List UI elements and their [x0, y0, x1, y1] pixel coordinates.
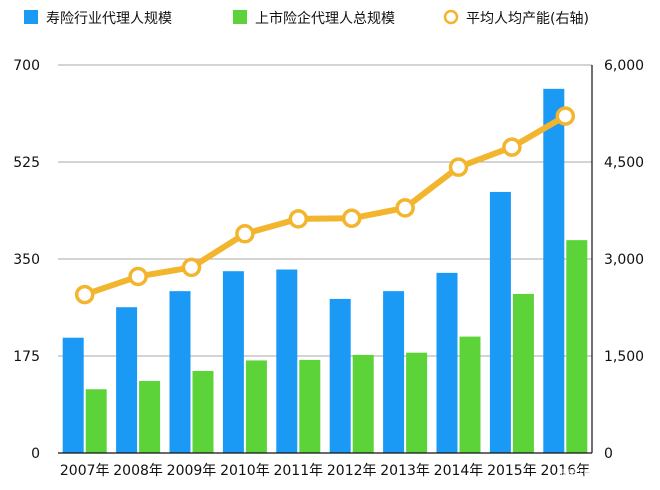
legend-label: 寿险行业代理人规模: [46, 10, 172, 27]
grid-lines: [58, 64, 592, 357]
y-right-tick-label: 0: [604, 446, 613, 462]
x-tick-label: 2010年: [220, 463, 270, 479]
bar: [169, 291, 191, 453]
legend-label: 上市险企代理人总规模: [255, 10, 395, 27]
line-point: [235, 224, 255, 244]
bar: [329, 298, 351, 453]
x-tick-label: 2012年: [327, 463, 377, 479]
line-point: [74, 284, 95, 305]
bar: [383, 291, 405, 453]
bar: [222, 271, 244, 453]
bar: [512, 293, 534, 453]
y-left-tick-label: 0: [31, 446, 40, 462]
bar: [299, 359, 321, 453]
y-right-tick-label: 6,000: [604, 58, 644, 74]
line-point: [128, 266, 148, 287]
line-series: [74, 106, 576, 305]
x-tick-label: 2008年: [113, 463, 163, 479]
bars: [62, 88, 588, 453]
x-tick-label: 2014年: [434, 463, 484, 479]
bar: [85, 389, 107, 453]
line-point: [448, 157, 469, 177]
watermark: 雪球 李姬翔: [559, 468, 655, 489]
bar: [352, 354, 374, 453]
x-tick-label: 2016年: [540, 463, 590, 479]
legend-swatch: [443, 9, 459, 25]
x-tick-label: 2007年: [60, 463, 110, 479]
line-point: [502, 137, 522, 157]
bar: [489, 191, 511, 453]
legend-swatch: [233, 10, 247, 24]
line-point: [395, 198, 415, 218]
bar: [406, 352, 428, 453]
bar: [566, 240, 588, 453]
y-left-tick-label: 175: [13, 349, 40, 365]
bar: [276, 269, 298, 453]
bar: [116, 307, 138, 453]
x-tick-label: 2009年: [167, 463, 217, 479]
legend: 寿险行业代理人规模 上市险企代理人总规模 平均人均产能(右轴): [24, 9, 589, 27]
bar: [543, 88, 565, 453]
y-right-tick-label: 4,500: [604, 155, 644, 171]
line-point: [555, 106, 576, 126]
line-point: [181, 257, 202, 278]
y-left-tick-label: 525: [13, 155, 40, 171]
bar: [192, 370, 214, 453]
x-tick-label: 2015年: [487, 463, 537, 479]
line-point: [341, 208, 362, 229]
y-right-tick-label: 1,500: [604, 349, 644, 365]
x-tick-label: 2013年: [380, 463, 430, 479]
bar: [245, 360, 267, 453]
legend-label: 平均人均产能(右轴): [466, 11, 589, 27]
line-path: [83, 113, 567, 298]
bar: [436, 272, 458, 453]
line-point: [288, 209, 309, 229]
x-tick-label: 2011年: [273, 463, 323, 479]
legend-swatch: [24, 10, 38, 24]
y-left-tick-label: 350: [13, 252, 40, 268]
bar: [62, 337, 84, 453]
y-left-tick-label: 700: [13, 58, 40, 74]
bar: [139, 380, 161, 453]
y-right-tick-label: 3,000: [604, 252, 644, 268]
bar: [459, 336, 481, 453]
